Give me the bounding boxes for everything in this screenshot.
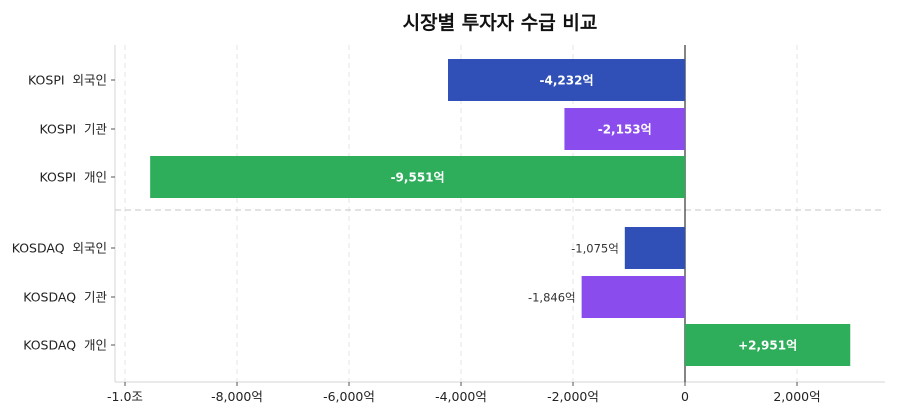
category-label: KOSPI 개인	[40, 170, 107, 185]
category-label: KOSDAQ 기관	[23, 290, 107, 305]
data-label: -1,075억	[571, 242, 619, 256]
x-tick-label: -8,000억	[211, 389, 263, 404]
x-tick-labels: -1.0조 -8,000억 -6,000억 -4,000억 -2,000억 0 2,000억	[107, 389, 821, 404]
category-label: KOSPI 기관	[40, 122, 108, 137]
x-tick-label: -2,000억	[547, 389, 599, 404]
x-tick-label: -4,000억	[435, 389, 487, 404]
category-label: KOSDAQ 개인	[23, 338, 107, 353]
x-tick-label: -6,000억	[323, 389, 375, 404]
data-label: -9,551억	[391, 171, 445, 185]
bar	[581, 276, 685, 318]
x-tick-label: -1.0조	[107, 389, 143, 404]
bar	[448, 59, 685, 101]
x-tick-label: 2,000억	[773, 389, 820, 404]
data-label: -1,846억	[528, 291, 576, 305]
axes	[111, 45, 885, 386]
chart-title: 시장별 투자자 수급 비교	[403, 12, 598, 34]
data-label: -4,232억	[540, 74, 594, 88]
category-label: KOSDAQ 외국인	[12, 241, 107, 256]
category-label: KOSPI 외국인	[28, 73, 107, 88]
bar	[564, 108, 685, 150]
data-label: +2,951억	[738, 339, 797, 353]
category-labels: KOSPI 외국인 KOSPI 기관 KOSPI 개인 KOSDAQ 외국인 KOSDA…	[12, 73, 108, 353]
value-labels: -4,232억 -2,153억 -9,551억 -1,075억 -1,846억 +2,95…	[391, 74, 798, 353]
data-label: -2,153억	[598, 123, 652, 137]
bar	[624, 227, 685, 269]
x-tick-label: 0	[681, 389, 689, 404]
bars	[150, 59, 851, 366]
bar	[685, 324, 851, 366]
bar	[150, 156, 686, 198]
